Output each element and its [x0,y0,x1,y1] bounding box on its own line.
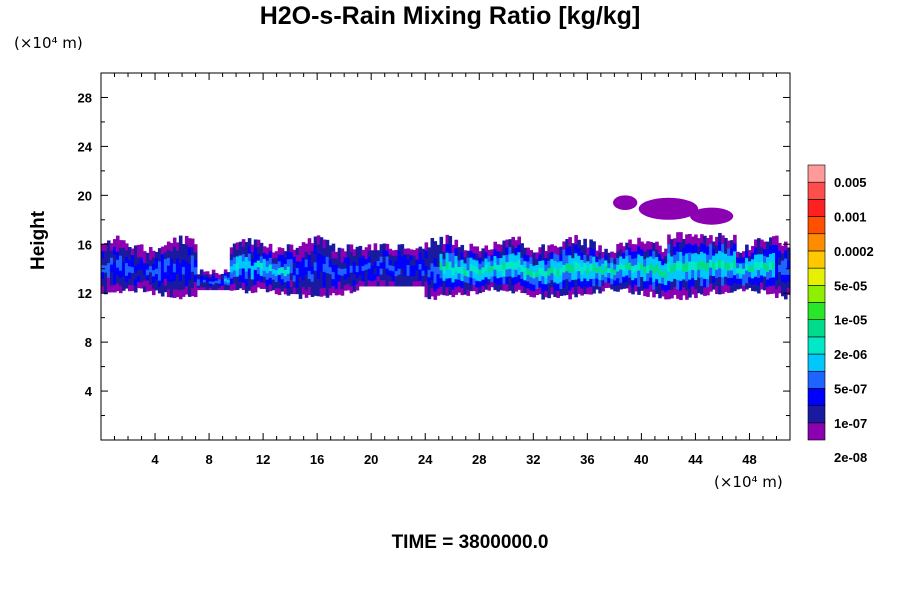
colorbar-label: 0.005 [834,175,867,190]
x-tick-label: 16 [310,452,324,467]
upper-patch [638,197,699,220]
colorbar-swatch [807,370,826,389]
chart-title: H2O-s-Rain Mixing Ratio [kg/kg] [259,2,641,30]
colorbar-swatch [807,216,826,235]
colorbar-swatch [807,267,826,286]
colorbar-swatch [807,199,826,217]
y-tick-label: 28 [78,90,92,105]
x-tick-label: 40 [634,452,648,467]
colorbar-swatch [807,164,826,183]
x-tick-label: 36 [580,452,594,467]
colorbar-label: 1e-05 [834,313,867,328]
colorbar-swatch [807,405,826,424]
colorbar-label: 0.0002 [834,244,874,259]
y-tick-label: 24 [78,139,93,154]
colorbar-label: 1e-07 [834,416,867,431]
colorbar-label: 5e-05 [834,278,867,293]
upper-patch [613,195,638,211]
colorbar-swatch [807,336,826,355]
colorbar-swatch [807,353,826,372]
x-tick-label: 32 [526,452,540,467]
x-unit-label: (×10⁴ m) [714,473,783,491]
y-tick-label: 16 [78,237,92,252]
y-tick-label: 12 [78,286,92,301]
colorbar-label: 2e-08 [834,450,867,465]
x-tick-label: 28 [472,452,486,467]
colorbar-swatch [807,319,826,338]
x-tick-label: 8 [205,452,212,467]
upper-patch [690,207,734,225]
colorbar-swatch [807,233,826,252]
y-tick-label: 20 [78,188,92,203]
x-tick-label: 20 [364,452,378,467]
y-tick-label: 8 [85,335,92,350]
colorbar-swatch [807,388,826,406]
plot-frame [100,72,791,441]
x-tick-label: 12 [256,452,270,467]
colorbar-swatch [807,181,826,200]
x-tick-label: 24 [418,452,433,467]
rain-field [101,232,791,301]
time-label: TIME = 3800000.0 [391,532,549,553]
colorbar-swatch [807,250,826,269]
colorbar-label: 2e-06 [834,347,867,362]
colorbar-swatch [807,422,826,441]
colorbar-label: 5e-07 [834,381,867,396]
x-tick-label: 44 [688,452,703,467]
x-tick-label: 4 [151,452,159,467]
colorbar-label: 0.001 [834,210,867,225]
colorbar-swatch [807,302,826,320]
x-tick-label: 48 [742,452,756,467]
colorbar-swatch [807,285,826,303]
y-unit-label: (×10⁴ m) [14,34,83,52]
y-tick-label: 4 [85,384,93,399]
